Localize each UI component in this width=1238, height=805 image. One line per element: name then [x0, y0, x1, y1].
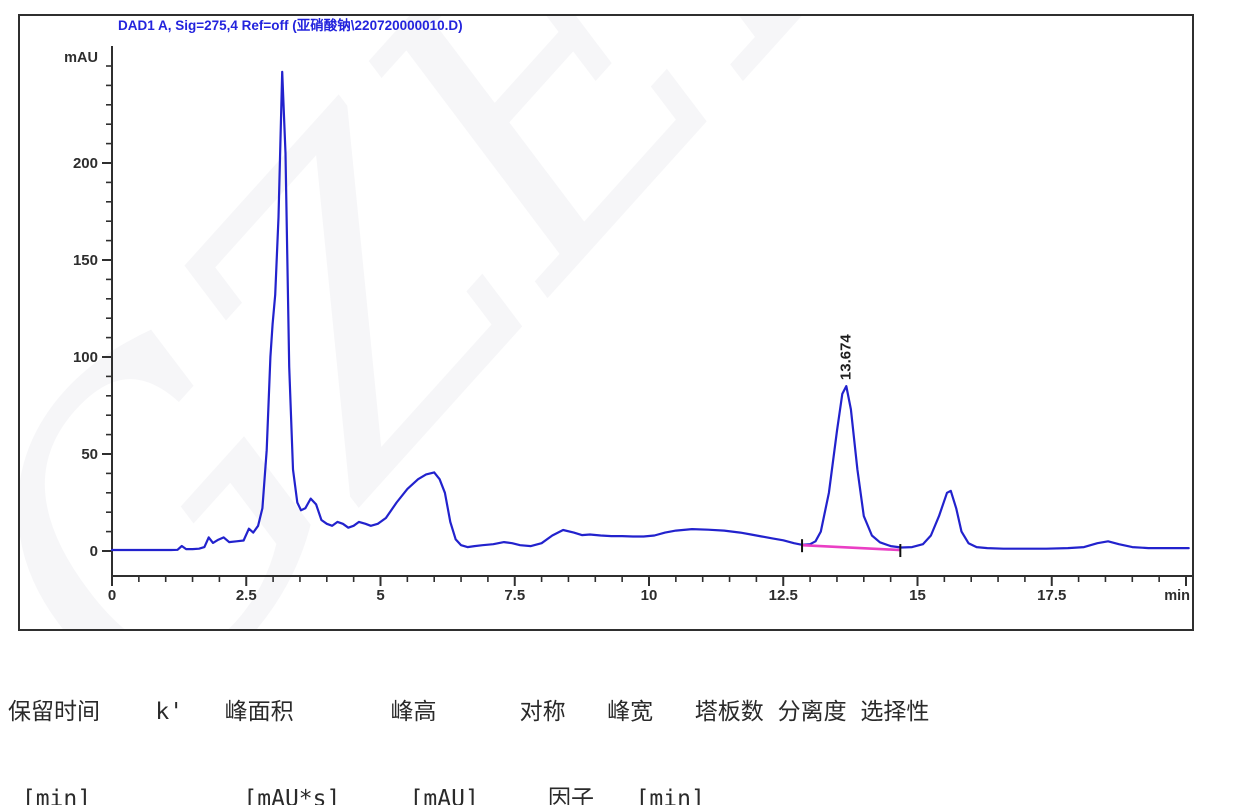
- svg-text:200: 200: [73, 155, 98, 172]
- x-axis-ticks: 0 2.5 5 7.5 10 12.5 15 17.5: [108, 576, 1187, 604]
- svg-text:50: 50: [81, 446, 98, 463]
- svg-text:17.5: 17.5: [1037, 587, 1066, 604]
- signal-trace: [110, 70, 1190, 552]
- svg-text:5: 5: [376, 587, 384, 604]
- svg-text:150: 150: [73, 252, 98, 269]
- peak-table-header-row1: 保留时间 k' 峰面积 峰高 对称 峰宽 塔板数 分离度 选择性: [8, 699, 930, 725]
- x-axis-unit-label: min: [1164, 588, 1190, 604]
- y-axis-unit-label: mAU: [64, 50, 98, 66]
- svg-text:100: 100: [73, 349, 98, 366]
- chromatogram-panel: GZEL DAD1 A, Sig=275,4 Ref=off (亚硝酸钠\220…: [18, 14, 1194, 631]
- svg-text:0: 0: [108, 587, 116, 604]
- chromatogram-plot: DAD1 A, Sig=275,4 Ref=off (亚硝酸钠\22072000…: [64, 17, 1192, 604]
- svg-text:13.674: 13.674: [837, 334, 854, 381]
- peak-table: 保留时间 k' 峰面积 峰高 对称 峰宽 塔板数 分离度 选择性 [min] […: [8, 640, 1230, 805]
- svg-text:7.5: 7.5: [504, 587, 525, 604]
- peak-table-header-row2: [min] [mAU*s] [mAU] 因子 [min]: [8, 786, 705, 805]
- svg-text:15: 15: [909, 587, 926, 604]
- integration-baseline: [801, 539, 902, 558]
- svg-text:10: 10: [641, 587, 658, 604]
- signal-title: DAD1 A, Sig=275,4 Ref=off (亚硝酸钠\22072000…: [118, 17, 463, 33]
- peak-retention-labels: 13.674: [837, 334, 854, 381]
- svg-text:2.5: 2.5: [236, 587, 257, 604]
- y-axis-ticks: 0 50 100 150 200: [73, 65, 112, 560]
- svg-text:0: 0: [90, 543, 98, 560]
- svg-text:12.5: 12.5: [769, 587, 798, 604]
